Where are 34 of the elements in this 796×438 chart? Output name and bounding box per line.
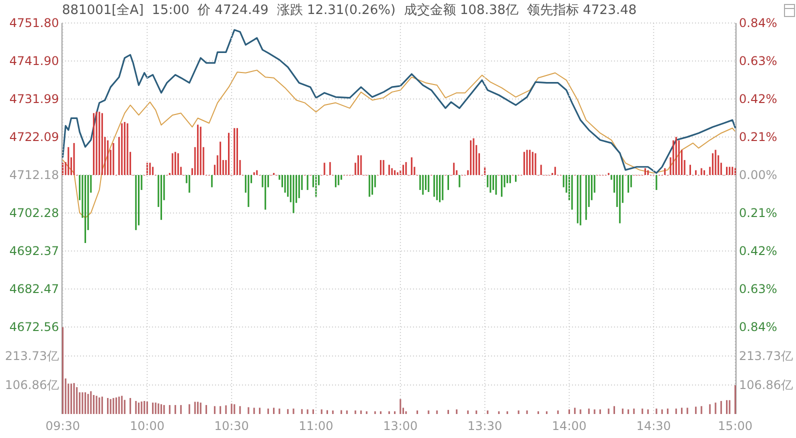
x-tick-label: 13:30 — [468, 419, 502, 433]
y-tick-label: 106.86亿 — [5, 378, 59, 392]
y-tick-label: 4741.90 — [9, 54, 59, 68]
x-tick-label: 10:30 — [214, 419, 249, 433]
y2-tick-label: 0.42% — [739, 244, 778, 258]
line-series — [62, 29, 736, 174]
y2-tick-label: 213.73亿 — [739, 349, 793, 364]
x-tick-label: 15:00 — [718, 419, 753, 433]
y2-tick-label: 0.00% — [739, 168, 778, 182]
x-tick-label: 13:00 — [383, 419, 418, 433]
y2-tick-label: 0.21% — [739, 130, 778, 144]
y-tick-label: 4712.18 — [9, 168, 59, 182]
y-tick-label: 4751.80 — [9, 16, 59, 30]
y-tick-label: 4731.99 — [9, 92, 59, 106]
y2-tick-label: 0.84% — [739, 16, 778, 30]
y-tick-label: 213.73亿 — [5, 349, 59, 364]
y-tick-label: 4702.28 — [9, 206, 59, 220]
y-tick-label: 4722.09 — [9, 130, 59, 144]
y2-tick-label: 106.86亿 — [739, 378, 793, 392]
y-tick-label: 4682.47 — [9, 282, 59, 296]
y2-tick-label: 0.21% — [739, 206, 778, 220]
y-tick-label: 4672.56 — [9, 320, 59, 334]
y2-tick-label: 0.63% — [739, 282, 778, 296]
x-tick-label: 10:00 — [130, 419, 164, 433]
y2-tick-label: 0.84% — [739, 320, 778, 334]
chart-title: 881001[全A] 15:00 价 4724.49 涨跌 12.31(0.26%) 成交金额 108.38亿 领先指标 4723.48 — [62, 2, 637, 18]
y-tick-label: 4692.37 — [9, 244, 59, 258]
x-tick-label: 11:00 — [298, 419, 334, 433]
x-tick-label: 14:00 — [552, 419, 587, 433]
x-tick-label: 14:30 — [636, 419, 671, 433]
y2-tick-label: 0.42% — [739, 92, 778, 106]
y2-tick-label: 0.63% — [739, 54, 778, 68]
line-series — [62, 70, 736, 218]
x-tick-label: 09:30 — [45, 419, 80, 433]
